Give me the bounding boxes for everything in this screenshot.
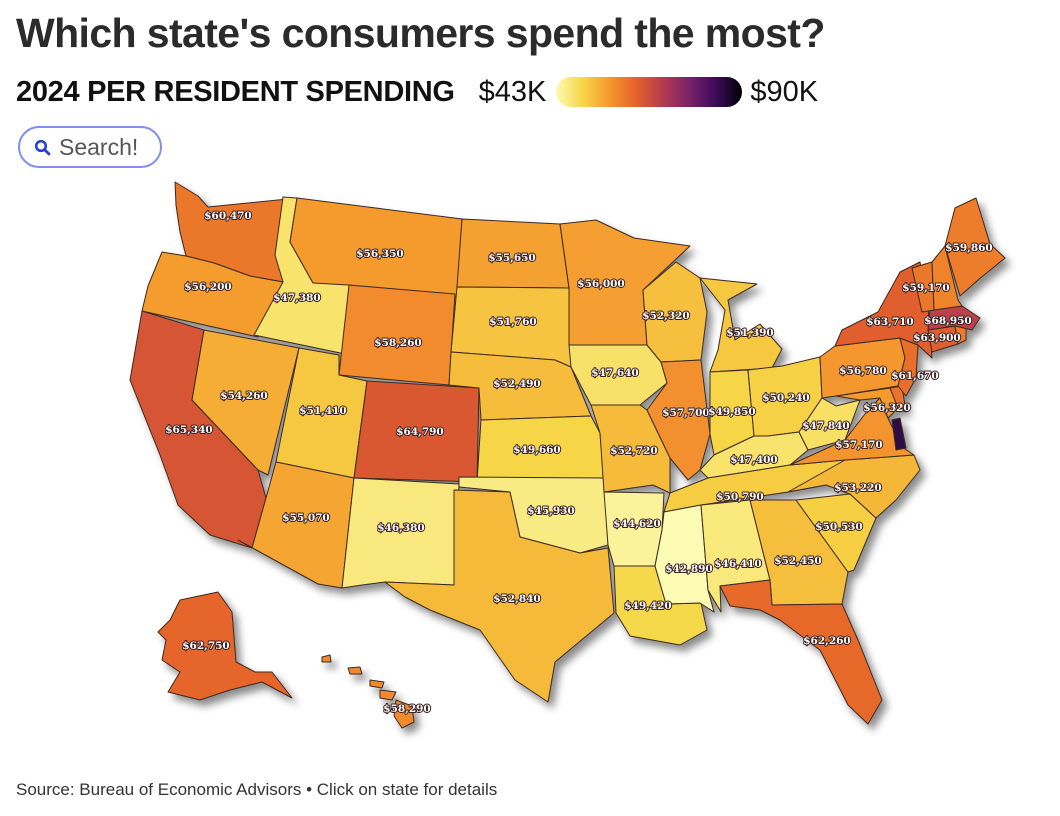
subtitle: 2024 PER RESIDENT SPENDING <box>16 75 455 108</box>
state-value-label-hi: $58,290 <box>383 703 431 715</box>
state-value-label-ms: $42,890 <box>665 563 713 575</box>
state-value-label-nd: $55,650 <box>488 252 536 264</box>
state-florida[interactable] <box>719 579 883 725</box>
state-oregon[interactable] <box>141 251 284 338</box>
state-value-label-al: $46,410 <box>714 558 762 570</box>
state-value-label-ar: $44,620 <box>613 518 661 530</box>
state-value-label-va: $57,170 <box>835 439 883 451</box>
state-value-label-ak: $62,750 <box>182 640 230 652</box>
state-value-label-la: $49,420 <box>624 600 672 612</box>
us-choropleth-map: $60,470 $56,200 $65,340 $47,380 $54,260 $56,3… <box>129 181 1006 729</box>
state-value-label-ks: $49,660 <box>513 444 561 456</box>
state-value-label-mn: $56,000 <box>577 278 625 290</box>
state-value-label-nc: $53,220 <box>834 482 882 494</box>
state-value-label-id: $47,380 <box>273 292 321 304</box>
state-value-label-in: $49,850 <box>708 406 756 418</box>
state-value-label-wi: $52,320 <box>642 310 690 322</box>
state-value-label-tn: $50,790 <box>716 491 764 503</box>
state-value-label-oh: $50,240 <box>762 392 810 404</box>
state-michigan[interactable] <box>699 277 783 373</box>
state-nevada[interactable] <box>191 329 300 476</box>
state-value-label-ut: $51,410 <box>299 405 347 417</box>
state-value-label-mo: $52,720 <box>610 445 658 457</box>
state-texas[interactable] <box>384 489 615 703</box>
state-south-carolina[interactable] <box>795 493 877 573</box>
state-value-label-fl: $62,260 <box>803 635 851 647</box>
state-value-label-ga: $52,450 <box>774 555 822 567</box>
state-value-label-md: $56,320 <box>863 402 911 414</box>
search-icon <box>34 139 51 155</box>
state-value-label-sd: $51,760 <box>489 316 537 328</box>
state-value-label-nh: $59,170 <box>902 282 950 294</box>
state-value-label-pa: $56,780 <box>839 365 887 377</box>
state-value-label-nj: $61,670 <box>891 370 939 382</box>
state-value-label-az: $55,070 <box>282 512 330 524</box>
state-value-label-nv: $54,260 <box>220 390 268 402</box>
state-value-label-ne: $52,490 <box>493 378 541 390</box>
source-note: Source: Bureau of Economic Advisors • Cl… <box>16 780 498 799</box>
color-scale-bar <box>556 77 743 107</box>
state-wyoming[interactable] <box>338 284 456 386</box>
state-value-label-sc: $50,530 <box>815 521 863 533</box>
state-value-label-wy: $58,260 <box>374 337 422 349</box>
state-value-label-tx: $52,840 <box>493 593 541 605</box>
state-value-label-mt: $56,350 <box>356 248 404 260</box>
state-value-label-co: $64,790 <box>396 426 444 438</box>
state-value-label-wa: $60,470 <box>204 210 252 222</box>
state-value-label-ia: $47,640 <box>591 367 639 379</box>
state-value-label-or: $56,200 <box>184 281 232 293</box>
page-title: Which state's consumers spend the most? <box>16 10 825 56</box>
state-illinois[interactable] <box>646 359 711 481</box>
state-new-hampshire[interactable] <box>931 245 963 311</box>
state-value-label-wv: $47,840 <box>802 420 850 432</box>
state-value-label-ky: $47,400 <box>730 454 778 466</box>
state-value-label-me: $59,860 <box>945 242 993 254</box>
state-wisconsin[interactable] <box>642 261 708 363</box>
legend-low-label: $43K <box>478 75 547 108</box>
search-input[interactable] <box>59 133 159 161</box>
state-alaska[interactable] <box>157 591 293 701</box>
state-value-label-ct: $63,900 <box>913 332 961 344</box>
legend-high-label: $90K <box>750 75 819 108</box>
state-dc[interactable] <box>891 417 907 451</box>
state-value-label-ny: $63,710 <box>866 316 914 328</box>
state-value-label-nm: $46,380 <box>377 522 425 534</box>
legend-row: 2024 PER RESIDENT SPENDING $43K $90K <box>16 72 818 112</box>
state-maine[interactable] <box>944 197 1006 297</box>
state-hawaii[interactable] <box>321 654 415 729</box>
state-value-label-ok: $45,930 <box>527 505 575 517</box>
search-box[interactable] <box>18 126 162 168</box>
state-value-label-il: $57,700 <box>662 407 710 419</box>
state-value-label-ca: $65,340 <box>165 424 213 436</box>
state-value-label-ma: $68,950 <box>924 315 972 327</box>
state-value-label-mi: $51,390 <box>726 327 774 339</box>
